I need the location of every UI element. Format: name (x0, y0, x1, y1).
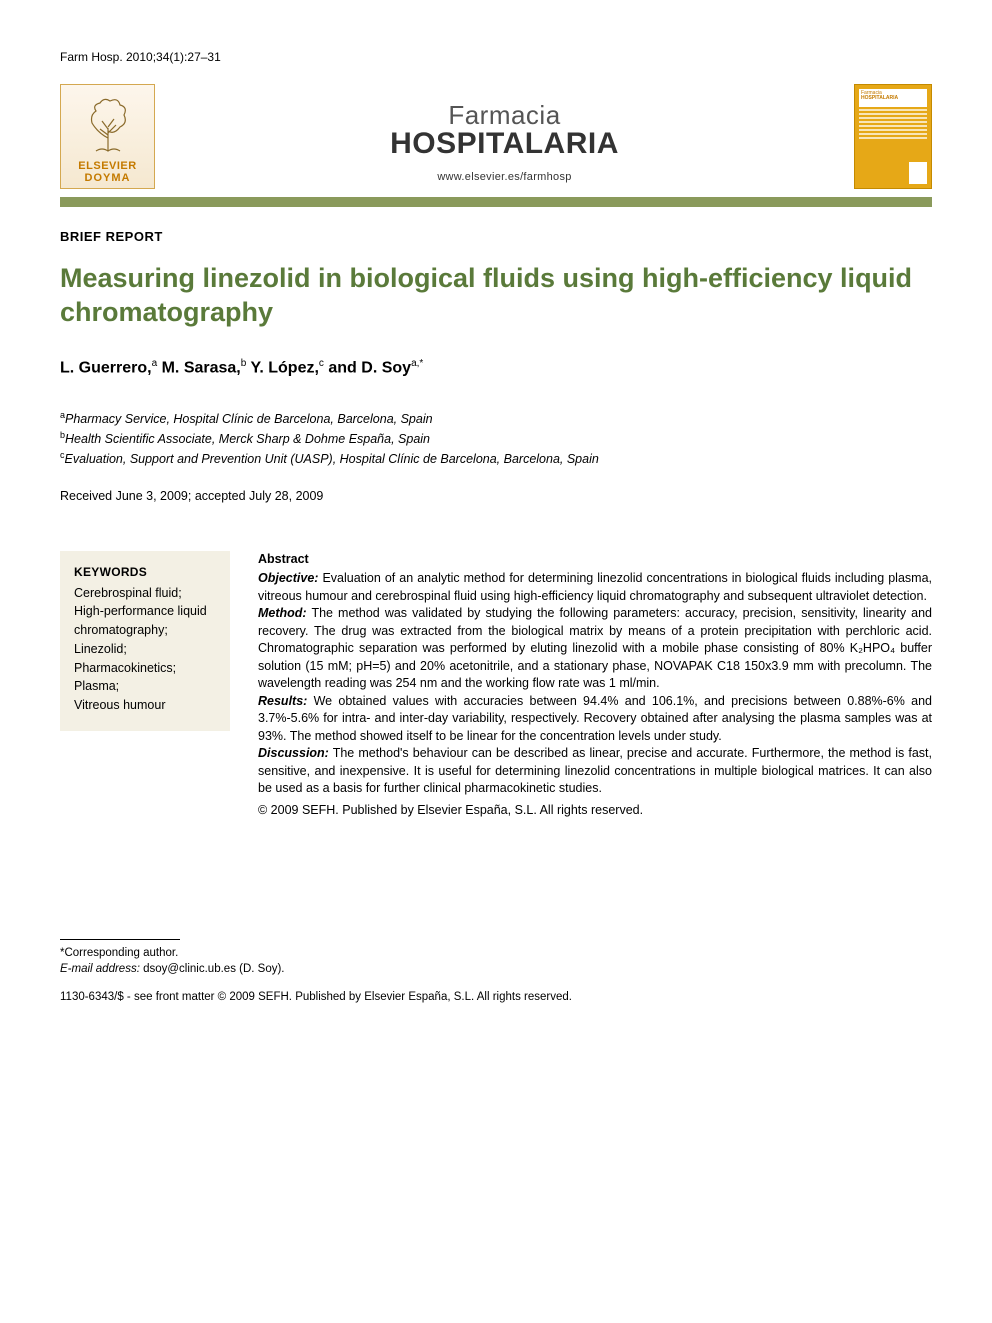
publisher-name-2: DOYMA (85, 172, 131, 184)
article-title: Measuring linezolid in biological fluids… (60, 262, 932, 330)
author-4: D. Soy (361, 359, 411, 376)
affiliations: aPharmacy Service, Hospital Clínic de Ba… (60, 409, 932, 469)
header-divider-bar (60, 197, 932, 207)
affiliation-b: bHealth Scientific Associate, Merck Shar… (60, 429, 932, 449)
header-row: ELSEVIER DOYMA Farmacia HOSPITALARIA www… (60, 84, 932, 189)
author-1: L. Guerrero, (60, 359, 152, 376)
abstract-heading: Abstract (258, 551, 932, 569)
corresponding-author-footnote: *Corresponding author. E-mail address: d… (60, 945, 932, 977)
abstract-objective: Objective: Evaluation of an analytic met… (258, 570, 932, 605)
abstract: Abstract Objective: Evaluation of an ana… (258, 551, 932, 820)
journal-cover-thumbnail: FarmaciaHOSPITALARIA (854, 84, 932, 189)
journal-title-line2: HOSPITALARIA (155, 127, 854, 161)
abstract-discussion: Discussion: The method's behaviour can b… (258, 745, 932, 798)
author-3: Y. López, (250, 359, 318, 376)
keywords-heading: KEYWORDS (74, 563, 216, 581)
keywords-box: KEYWORDS Cerebrospinal fluid; High-perfo… (60, 551, 230, 731)
keywords-list: Cerebrospinal fluid; High-performance li… (74, 584, 216, 715)
front-matter-line: 1130-6343/$ - see front matter © 2009 SE… (60, 991, 932, 1003)
footnote-rule (60, 939, 180, 940)
affiliation-c: cEvaluation, Support and Prevention Unit… (60, 449, 932, 469)
author-2: M. Sarasa, (162, 359, 241, 376)
article-type: BRIEF REPORT (60, 229, 932, 244)
abstract-copyright: © 2009 SEFH. Published by Elsevier Españ… (258, 802, 932, 820)
journal-masthead: Farmacia HOSPITALARIA www.elsevier.es/fa… (155, 100, 854, 189)
publisher-name-1: ELSEVIER (78, 160, 136, 172)
abstract-results: Results: We obtained values with accurac… (258, 693, 932, 746)
cover-head: FarmaciaHOSPITALARIA (859, 89, 927, 107)
affiliation-a: aPharmacy Service, Hospital Clínic de Ba… (60, 409, 932, 429)
elsevier-tree-icon (78, 93, 138, 153)
content-row: KEYWORDS Cerebrospinal fluid; High-perfo… (60, 551, 932, 820)
abstract-method: Method: The method was validated by stud… (258, 605, 932, 693)
author-list: L. Guerrero,a M. Sarasa,b Y. López,c and… (60, 358, 932, 377)
citation-line: Farm Hosp. 2010;34(1):27–31 (60, 50, 932, 64)
journal-url: www.elsevier.es/farmhosp (155, 171, 854, 183)
article-dates: Received June 3, 2009; accepted July 28,… (60, 489, 932, 503)
publisher-logo: ELSEVIER DOYMA (60, 84, 155, 189)
